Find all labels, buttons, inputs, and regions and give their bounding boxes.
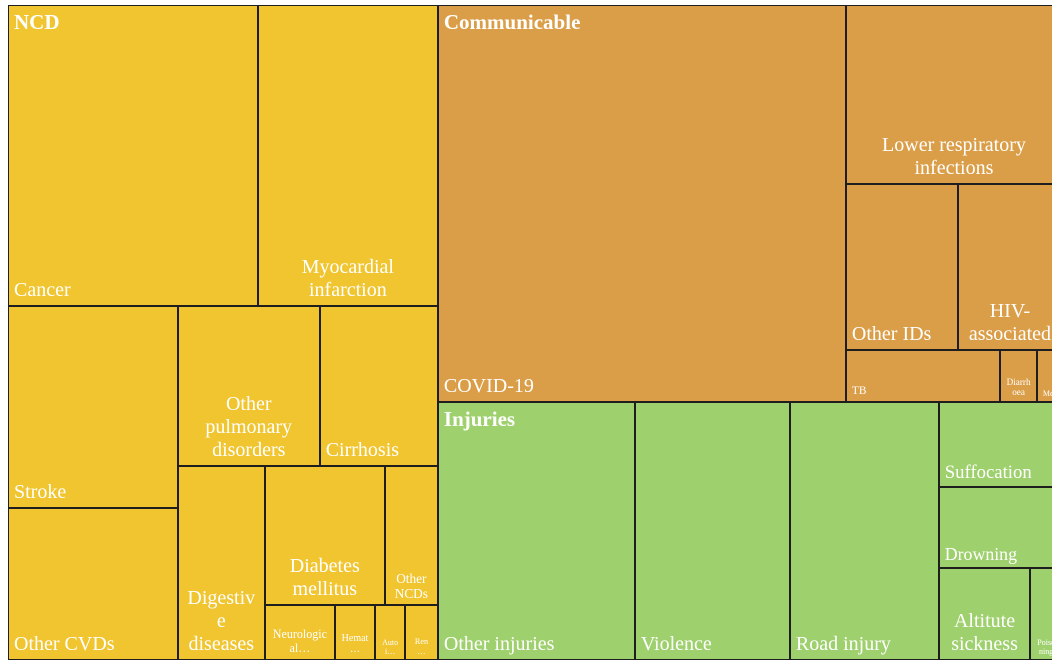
tile-label: Cancer — [14, 278, 71, 301]
treemap-tile: Ren… — [405, 605, 438, 660]
tile-label: Other CVDs — [14, 632, 115, 655]
tile-label: Stroke — [14, 481, 67, 503]
tile-label: Myocardial infarction — [301, 255, 394, 301]
tile-label: Violence — [640, 632, 712, 655]
treemap-tile: Drowning — [938, 487, 1052, 569]
tile-label: Cirrhosis — [325, 438, 400, 461]
tile-label: Suffocation — [944, 461, 1032, 483]
treemap-tile: TB — [845, 350, 1001, 403]
tile-label: Autoi… — [382, 637, 399, 656]
treemap-tile: Other injuries — [437, 402, 635, 660]
tile-label: Neurological… — [272, 627, 328, 656]
treemap-tile: Poisoning — [1030, 568, 1052, 660]
tile-label: Hemat… — [341, 632, 369, 656]
tile-label: Ren… — [414, 637, 429, 656]
tile-label: Digestive diseases — [187, 586, 256, 655]
tile-label: Lower respiratory infections — [882, 134, 1026, 180]
treemap-tile: Cirrhosis — [319, 305, 438, 466]
tile-label: TB — [851, 384, 867, 397]
treemap-tile: Cancer — [8, 5, 258, 306]
treemap-tile: Me — [1036, 350, 1052, 403]
treemap-tile: Diabetes mellitus — [264, 465, 385, 606]
tile-label: COVID-19 — [443, 375, 534, 398]
tile-label: Me — [1042, 388, 1052, 398]
tile-label: Altitute sickness — [951, 609, 1018, 655]
tile-label: Poisoning — [1037, 637, 1052, 656]
treemap-tile: Digestive diseases — [177, 465, 265, 660]
treemap-tile: COVID-19 — [437, 5, 846, 403]
tile-label: Other IDs — [851, 323, 932, 346]
treemap-tile: Road injury — [789, 402, 939, 660]
treemap-tile: Other NCDs — [384, 465, 438, 606]
treemap-tile: Stroke — [8, 305, 178, 508]
tile-label: HIV-associated — [968, 300, 1052, 346]
treemap-tile: Other CVDs — [8, 508, 178, 660]
treemap-tile: Autoi… — [375, 605, 406, 660]
treemap-tile: Hemat… — [334, 605, 376, 660]
treemap-tile: Neurological… — [264, 605, 335, 660]
treemap-tile: Lower respiratory infections — [845, 5, 1052, 185]
treemap-tile: Other pulmonary disorders — [177, 305, 320, 466]
tile-label: Other injuries — [443, 632, 555, 655]
tile-label: Drowning — [944, 543, 1018, 564]
tile-label: Other NCDs — [394, 570, 428, 601]
treemap-tile: Altitute sickness — [938, 568, 1031, 660]
tile-label: Road injury — [795, 632, 891, 655]
tile-label: Diabetes mellitus — [289, 555, 360, 601]
treemap-tile: HIV-associated — [957, 184, 1052, 351]
tile-label: Other pulmonary disorders — [205, 392, 293, 461]
treemap-tile: Violence — [634, 402, 790, 660]
tile-label: Diarrhoea — [1006, 376, 1031, 398]
treemap-tile: Diarrhoea — [1000, 350, 1037, 403]
treemap-tile: Myocardial infarction — [257, 5, 438, 306]
treemap-tile: Suffocation — [938, 402, 1052, 488]
treemap-tile: Other IDs — [845, 184, 958, 351]
